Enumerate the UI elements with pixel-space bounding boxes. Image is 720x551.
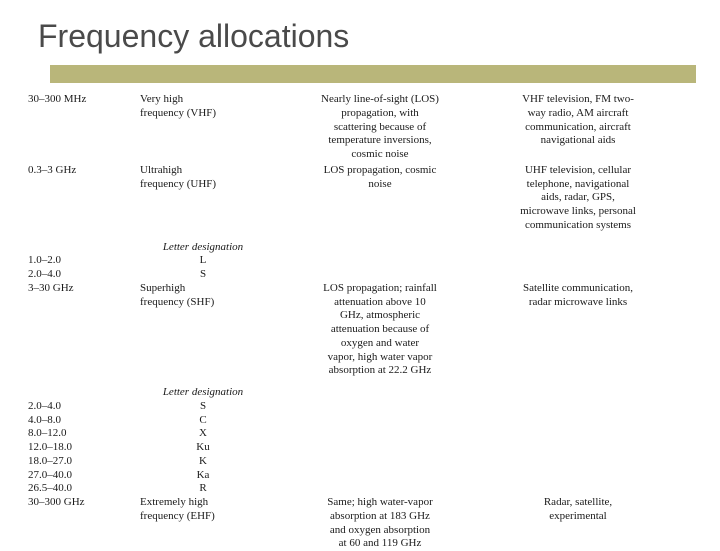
- letter-range: 1.0–2.0: [28, 254, 118, 268]
- letter-range: 8.0–12.0: [28, 427, 118, 441]
- letter-row: 2.0–4.0S: [28, 400, 692, 414]
- letter-range: 27.0–40.0: [28, 469, 118, 483]
- letter-range: 26.5–40.0: [28, 482, 118, 496]
- freq-cell: 0.3–3 GHz: [28, 164, 118, 178]
- letter-row: 4.0–8.0C: [28, 414, 692, 428]
- letter-label: S: [118, 268, 288, 282]
- letter-label: R: [118, 482, 288, 496]
- freq-cell: 30–300 MHz: [28, 93, 118, 107]
- letter-header-row: Letter designation: [28, 241, 692, 255]
- letter-label: Ka: [118, 469, 288, 483]
- letter-range: 4.0–8.0: [28, 414, 118, 428]
- letter-row: 12.0–18.0Ku: [28, 441, 692, 455]
- freq-cell: 3–30 GHz: [28, 282, 118, 296]
- propagation-cell: LOS propagation, cosmicnoise: [288, 164, 478, 192]
- band-cell: Extremely highfrequency (EHF): [118, 496, 288, 524]
- letter-row: 26.5–40.0R: [28, 482, 692, 496]
- accent-bar: [24, 65, 696, 83]
- band-cell: Ultrahighfrequency (UHF): [118, 164, 288, 192]
- letter-range: 2.0–4.0: [28, 268, 118, 282]
- letter-range: 2.0–4.0: [28, 400, 118, 414]
- letter-header-row: Letter designation: [28, 386, 692, 400]
- letter-range: 12.0–18.0: [28, 441, 118, 455]
- application-cell: VHF television, FM two-way radio, AM air…: [478, 93, 678, 148]
- table-row: 30–300 GHz Extremely highfrequency (EHF)…: [28, 496, 692, 551]
- allocation-table: 30–300 MHz Very highfrequency (VHF) Near…: [28, 93, 692, 551]
- letter-row: 2.0–4.0S: [28, 268, 692, 282]
- application-cell: Satellite communication,radar microwave …: [478, 282, 678, 310]
- table-row: 0.3–3 GHz Ultrahighfrequency (UHF) LOS p…: [28, 164, 692, 233]
- letter-row: 1.0–2.0L: [28, 254, 692, 268]
- letter-header: Letter designation: [118, 386, 288, 400]
- band-cell: Superhighfrequency (SHF): [118, 282, 288, 310]
- letter-label: S: [118, 400, 288, 414]
- propagation-cell: LOS propagation; rainfallattenuation abo…: [288, 282, 478, 378]
- letter-row: 27.0–40.0Ka: [28, 469, 692, 483]
- propagation-cell: Same; high water-vaporabsorption at 183 …: [288, 496, 478, 551]
- application-cell: UHF television, cellulartelephone, navig…: [478, 164, 678, 233]
- band-cell: Very highfrequency (VHF): [118, 93, 288, 121]
- propagation-cell: Nearly line-of-sight (LOS)propagation, w…: [288, 93, 478, 162]
- letter-row: 8.0–12.0X: [28, 427, 692, 441]
- letter-row: 18.0–27.0K: [28, 455, 692, 469]
- table-row: 30–300 MHz Very highfrequency (VHF) Near…: [28, 93, 692, 162]
- slide: Frequency allocations 30–300 MHz Very hi…: [0, 0, 720, 540]
- letter-label: L: [118, 254, 288, 268]
- application-cell: Radar, satellite,experimental: [478, 496, 678, 524]
- table-row: 3–30 GHz Superhighfrequency (SHF) LOS pr…: [28, 282, 692, 378]
- page-title: Frequency allocations: [38, 18, 692, 55]
- letter-header: Letter designation: [118, 241, 288, 255]
- letter-label: Ku: [118, 441, 288, 455]
- letter-range: 18.0–27.0: [28, 455, 118, 469]
- letter-label: X: [118, 427, 288, 441]
- freq-cell: 30–300 GHz: [28, 496, 118, 510]
- letter-label: C: [118, 414, 288, 428]
- letter-label: K: [118, 455, 288, 469]
